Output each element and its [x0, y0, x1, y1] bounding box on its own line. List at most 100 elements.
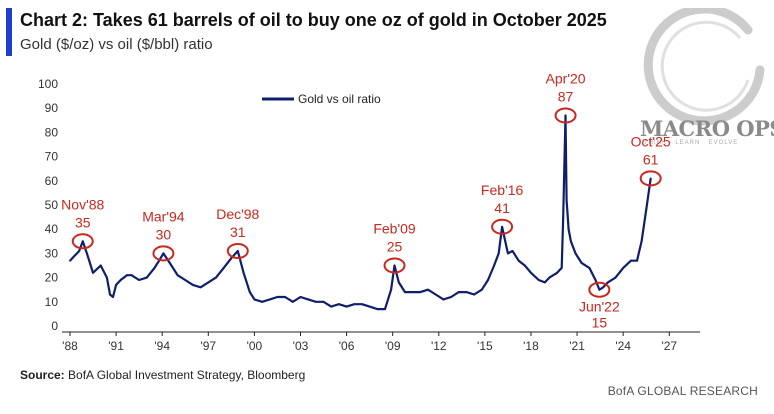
data-point [207, 281, 210, 284]
data-point [645, 208, 648, 211]
y-tick-label: 100 [38, 77, 58, 91]
data-point [169, 262, 171, 264]
x-tick-label: '03 [293, 339, 309, 353]
data-point [501, 225, 503, 228]
source-note: Source: BofA Global Investment Strategy,… [20, 368, 305, 382]
title-accent-bar [6, 8, 12, 56]
annotation-value-label: 35 [75, 214, 91, 230]
annotation-value-label: 15 [592, 315, 608, 331]
data-point [230, 257, 233, 260]
data-point [384, 308, 386, 310]
data-point [92, 271, 94, 274]
annotation-date-label: Jun'22 [579, 299, 620, 315]
data-point [507, 252, 509, 255]
x-tick-label: '27 [661, 339, 677, 353]
data-point [130, 274, 133, 277]
data-point [434, 293, 437, 296]
data-point [390, 288, 392, 291]
data-point [543, 281, 546, 284]
annotation-date-label: Nov'88 [61, 196, 104, 212]
data-point [184, 279, 187, 281]
x-tick-label: '12 [431, 339, 447, 353]
legend-label: Gold vs oil ratio [298, 92, 381, 106]
data-point [419, 291, 422, 293]
data-point [537, 279, 540, 281]
data-point [176, 274, 179, 277]
data-point [622, 267, 625, 269]
annotation-date-label: Feb'16 [481, 182, 524, 198]
data-point [330, 305, 333, 308]
data-point [562, 216, 565, 219]
data-point [199, 286, 202, 289]
data-point [567, 228, 570, 231]
data-point [630, 259, 632, 262]
legend: Gold vs oil ratio [262, 92, 381, 106]
data-point [291, 300, 294, 303]
data-point [338, 303, 340, 306]
data-point [73, 254, 76, 257]
data-point [78, 250, 81, 252]
data-point [153, 267, 156, 269]
data-point [307, 298, 310, 301]
data-point [115, 284, 117, 286]
data-point [99, 264, 102, 267]
data-point [640, 240, 643, 243]
annotation-date-label: Dec'98 [216, 206, 259, 222]
data-point [138, 279, 141, 281]
data-point [465, 291, 468, 293]
data-point [315, 300, 317, 303]
x-tick-label: '91 [108, 339, 124, 353]
data-point [493, 264, 495, 267]
y-tick-label: 20 [45, 271, 59, 285]
y-tick-label: 0 [51, 319, 58, 333]
data-point [517, 259, 520, 262]
data-point [564, 114, 567, 117]
data-point [649, 177, 652, 180]
series-line-gold-vs-oil [69, 114, 652, 311]
chart-title: Chart 2: Takes 61 barrels of oil to buy … [20, 10, 607, 30]
annotation-layer: Nov'88 35 Mar'94 30 Dec'98 31 Feb'09 25 Feb'16 41… [61, 70, 671, 330]
data-point [299, 296, 302, 298]
y-tick-label: 40 [45, 222, 59, 236]
annotation-value-label: 31 [230, 224, 246, 240]
data-point [242, 271, 245, 274]
x-tick-label: '15 [477, 339, 493, 353]
research-credit: BofA GLOBAL RESEARCH [607, 384, 758, 398]
data-point [450, 296, 452, 298]
watermark-name: MACRO OPS [640, 116, 774, 141]
source-label: Source: [20, 368, 65, 382]
data-point [404, 291, 406, 293]
y-tick-label: 80 [45, 125, 59, 139]
x-tick-label: '18 [523, 339, 539, 353]
y-tick-label: 70 [45, 150, 59, 164]
source-text: BofA Global Investment Strategy, Bloombe… [68, 368, 306, 382]
data-point [162, 252, 165, 255]
y-tick-label: 90 [45, 101, 59, 115]
x-tick-label: '94 [154, 339, 170, 353]
annotation-value-label: 41 [494, 200, 510, 216]
annotation-circle [554, 107, 577, 124]
x-tick-label: '09 [385, 339, 401, 353]
data-point [284, 296, 286, 298]
x-tick-label: '06 [339, 339, 355, 353]
data-point [530, 271, 532, 274]
data-point [480, 288, 483, 291]
annotation-date-label: Apr'20 [546, 70, 586, 86]
data-point [393, 264, 396, 267]
data-point [106, 276, 108, 279]
data-point [511, 250, 514, 252]
data-point [442, 298, 445, 301]
annotation-value-label: 61 [643, 151, 659, 167]
x-tick-label: '24 [615, 339, 631, 353]
data-point [560, 267, 563, 269]
data-point [86, 252, 88, 255]
data-point [109, 293, 111, 296]
data-point [253, 298, 256, 301]
data-point [570, 240, 572, 243]
annotation-value-label: 87 [558, 88, 574, 104]
data-point [119, 279, 122, 281]
data-point [69, 259, 71, 262]
data-point [322, 300, 325, 303]
data-point [487, 279, 489, 281]
data-point [580, 262, 583, 264]
